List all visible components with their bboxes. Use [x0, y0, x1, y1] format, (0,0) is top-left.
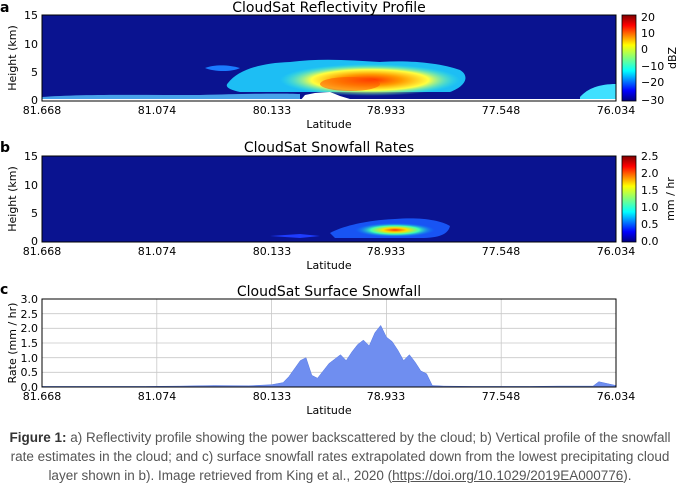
- y-tick: 15: [24, 150, 38, 163]
- colorbar-tick: −10: [641, 60, 664, 73]
- panel-title: CloudSat Reflectivity Profile: [232, 0, 426, 16]
- panel-title: CloudSat Snowfall Rates: [244, 140, 414, 156]
- colorbar: [621, 14, 637, 102]
- y-tick: 10: [24, 38, 38, 51]
- snow-core: [355, 223, 435, 237]
- panel-letter: a: [0, 0, 9, 16]
- x-tick: 81.074: [138, 104, 177, 117]
- colorbar-tick: 2.5: [641, 150, 659, 163]
- caption-text: a) Reflectivity profile showing the powe…: [10, 430, 671, 483]
- y-tick: 3.0: [21, 293, 39, 306]
- panel-letter: c: [0, 282, 8, 298]
- colorbar: [621, 155, 637, 243]
- panel-letter: b: [0, 140, 10, 156]
- colorbar-tick: 0: [641, 43, 648, 56]
- surface-echo: [300, 92, 480, 101]
- y-tick: 2.5: [21, 308, 39, 321]
- colorbar-tick: 1.0: [641, 201, 659, 214]
- y-tick: 0.0: [21, 381, 39, 394]
- x-tick: 81.074: [138, 245, 177, 258]
- x-tick: 80.133: [253, 390, 292, 403]
- y-tick: 0: [31, 235, 38, 248]
- y-tick: 0.5: [21, 366, 39, 379]
- y-tick: 1.0: [21, 352, 39, 365]
- colorbar-tick: 20: [641, 11, 655, 24]
- caption-lead: Figure 1:: [9, 430, 67, 445]
- doi-link[interactable]: https://doi.org/10.1029/2019EA000776: [392, 468, 624, 483]
- colorbar-tick: 10: [641, 27, 655, 40]
- cloud-wisp: [205, 65, 240, 71]
- x-tick: 80.133: [253, 104, 292, 117]
- colorbar-tick: 1.5: [641, 184, 659, 197]
- colorbar-label: mm / hr: [664, 177, 677, 221]
- right-cloud: [580, 84, 616, 99]
- x-tick: 77.548: [482, 104, 521, 117]
- x-tick: 76.034: [597, 245, 636, 258]
- y-tick: 1.5: [21, 337, 39, 350]
- colorbar-tick: −20: [641, 76, 664, 89]
- colorbar-tick: 0.5: [641, 218, 659, 231]
- surface-snowfall-area: [41, 324, 617, 388]
- low-cloud-band: [42, 93, 300, 99]
- x-tick: 78.933: [367, 245, 406, 258]
- caption-tail: ).: [623, 468, 632, 483]
- snow-wisp: [270, 234, 320, 238]
- x-tick: 78.933: [367, 104, 406, 117]
- x-tick: 78.933: [367, 390, 406, 403]
- x-tick: 76.034: [597, 390, 636, 403]
- panel-title: CloudSat Surface Snowfall: [237, 284, 421, 300]
- y-axis-label: Height (km): [6, 166, 19, 232]
- x-tick: 81.668: [23, 245, 62, 258]
- x-tick: 76.034: [597, 104, 636, 117]
- figure-caption: Figure 1: a) Reflectivity profile showin…: [8, 428, 672, 485]
- panel-c: c CloudSat Surface Snowfall 3.0 2.5 2.0 …: [0, 282, 635, 417]
- y-axis-label: Rate (mm / hr): [6, 303, 19, 384]
- x-axis-label: Latitude: [306, 404, 352, 417]
- y-axis-label: Height (km): [6, 25, 19, 91]
- y-tick: 5: [31, 207, 38, 220]
- colorbar-tick: 0.0: [641, 235, 659, 248]
- y-tick: 5: [31, 66, 38, 79]
- x-tick: 81.074: [138, 390, 177, 403]
- x-axis-label: Latitude: [306, 259, 352, 272]
- colorbar-tick: −30: [641, 94, 664, 107]
- y-tick: 0: [31, 94, 38, 107]
- colorbar-label: dBZ: [666, 47, 679, 70]
- x-tick: 81.668: [23, 104, 62, 117]
- x-tick: 77.548: [482, 245, 521, 258]
- y-tick: 10: [24, 179, 38, 192]
- x-tick: 77.548: [482, 390, 521, 403]
- cloud-hot-spot: [320, 77, 380, 91]
- snowfall-field: [42, 156, 616, 242]
- panel-a: a CloudSat Reflectivity Profile 15 10 5 …: [0, 0, 679, 131]
- x-tick: 81.668: [23, 390, 62, 403]
- panel-b: b CloudSat Snowfall Rates 15 10 5 0 81.6…: [0, 140, 677, 272]
- figure: a CloudSat Reflectivity Profile 15 10 5 …: [0, 0, 679, 417]
- y-tick: 2.0: [21, 322, 39, 335]
- y-tick: 15: [24, 9, 38, 22]
- x-axis-label: Latitude: [306, 118, 352, 131]
- x-tick: 80.133: [253, 245, 292, 258]
- colorbar-tick: 2.0: [641, 167, 659, 180]
